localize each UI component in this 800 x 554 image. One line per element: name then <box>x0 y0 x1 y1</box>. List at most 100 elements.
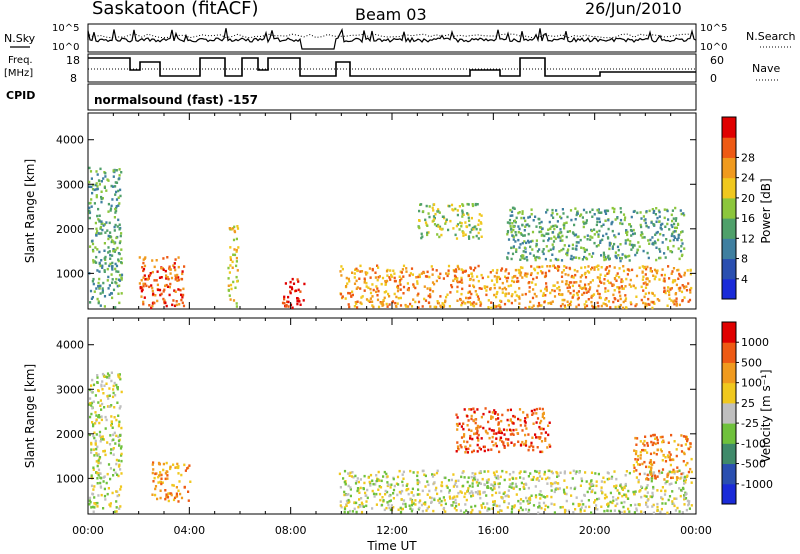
echo-cell <box>515 233 518 237</box>
colorbar-segment <box>722 238 736 260</box>
echo-cell <box>466 440 469 444</box>
echo-cell <box>97 415 100 419</box>
echo-cell <box>113 381 116 385</box>
echo-cell <box>363 281 366 284</box>
echo-cell <box>509 408 512 412</box>
echo-cell <box>499 436 503 440</box>
echo-cell <box>383 508 386 512</box>
echo-cell <box>291 277 294 281</box>
echo-cell <box>508 218 512 222</box>
echo-cell <box>477 279 480 283</box>
echo-cell <box>507 444 510 447</box>
echo-cell <box>365 285 368 288</box>
echo-cell <box>524 508 528 511</box>
echo-cell <box>531 478 535 481</box>
echo-cell <box>651 242 654 246</box>
echo-cell <box>684 463 688 467</box>
echo-cell <box>548 220 551 224</box>
echo-cell <box>231 260 234 264</box>
echo-cell <box>686 499 689 503</box>
echo-cell <box>416 282 419 285</box>
echo-cell <box>235 248 238 252</box>
echo-cell <box>598 220 601 224</box>
echo-cell <box>622 213 626 216</box>
echo-cell <box>600 281 603 284</box>
echo-cell <box>235 250 238 253</box>
echo-cell <box>480 506 484 509</box>
echo-cell <box>183 463 186 467</box>
echo-cell <box>229 258 232 261</box>
echo-cell <box>503 446 506 449</box>
echo-cell <box>89 301 92 304</box>
echo-cell <box>435 279 438 283</box>
echo-cell <box>590 268 593 271</box>
echo-cell <box>111 395 115 399</box>
echo-cell <box>541 413 544 416</box>
echo-cell <box>547 302 550 305</box>
echo-cell <box>552 240 556 243</box>
echo-cell <box>153 476 156 480</box>
echo-cell <box>388 506 391 510</box>
echo-cell <box>487 478 490 481</box>
echo-cell <box>460 292 463 296</box>
echo-cell <box>662 454 665 457</box>
echo-cell <box>630 215 633 219</box>
echo-cell <box>468 484 471 488</box>
echo-cell <box>400 498 403 501</box>
echo-cell <box>106 472 109 476</box>
xtick-label: 20:00 <box>579 524 611 537</box>
colorbar-tick-label: -1000 <box>741 478 773 491</box>
echo-cell <box>172 264 175 267</box>
echo-cell <box>628 259 631 262</box>
echo-cell <box>559 239 562 242</box>
echo-cell <box>396 284 400 288</box>
echo-cell <box>539 490 542 493</box>
echo-cell <box>575 496 578 499</box>
colorbar-tick-label: 500 <box>741 356 762 369</box>
echo-cell <box>646 251 649 255</box>
echo-cell <box>653 240 657 243</box>
echo-cell <box>109 253 112 257</box>
echo-cell <box>168 285 171 289</box>
echo-cell <box>498 504 501 508</box>
echo-cell <box>469 444 472 447</box>
echo-cell <box>463 433 466 436</box>
echo-cell <box>410 491 413 494</box>
echo-cell <box>487 486 490 489</box>
echo-cell <box>95 460 98 463</box>
echo-cell <box>520 233 523 236</box>
echo-cell <box>456 428 459 431</box>
echo-cell <box>654 442 657 446</box>
echo-cell <box>667 247 670 251</box>
echo-cell <box>160 473 163 477</box>
echo-cell <box>345 493 348 497</box>
echo-cell <box>498 286 501 290</box>
echo-cell <box>648 209 651 213</box>
echo-cell <box>472 419 476 423</box>
echo-cell <box>602 476 605 479</box>
echo-cell <box>546 476 549 480</box>
echo-cell <box>639 223 642 227</box>
echo-cell <box>356 489 359 493</box>
echo-cell <box>640 231 643 234</box>
echo-cell <box>423 285 426 288</box>
colorbar-segment <box>722 463 736 485</box>
echo-cell <box>179 492 182 496</box>
echo-cell <box>513 207 516 210</box>
echo-cell <box>460 436 464 439</box>
echo-cell <box>667 286 670 289</box>
power-colorbar-label: Power [dB] <box>759 178 773 243</box>
echo-cell <box>103 223 107 226</box>
echo-cell <box>353 282 357 285</box>
echo-cell <box>460 268 463 271</box>
echo-cell <box>571 284 574 288</box>
echo-cell <box>518 269 521 272</box>
echo-cell <box>552 216 555 219</box>
echo-cell <box>535 436 538 439</box>
echo-cell <box>537 217 540 221</box>
echo-cell <box>639 457 642 460</box>
echo-cell <box>292 282 296 285</box>
echo-cell <box>359 270 362 273</box>
echo-cell <box>659 510 662 514</box>
echo-cell <box>367 299 370 302</box>
